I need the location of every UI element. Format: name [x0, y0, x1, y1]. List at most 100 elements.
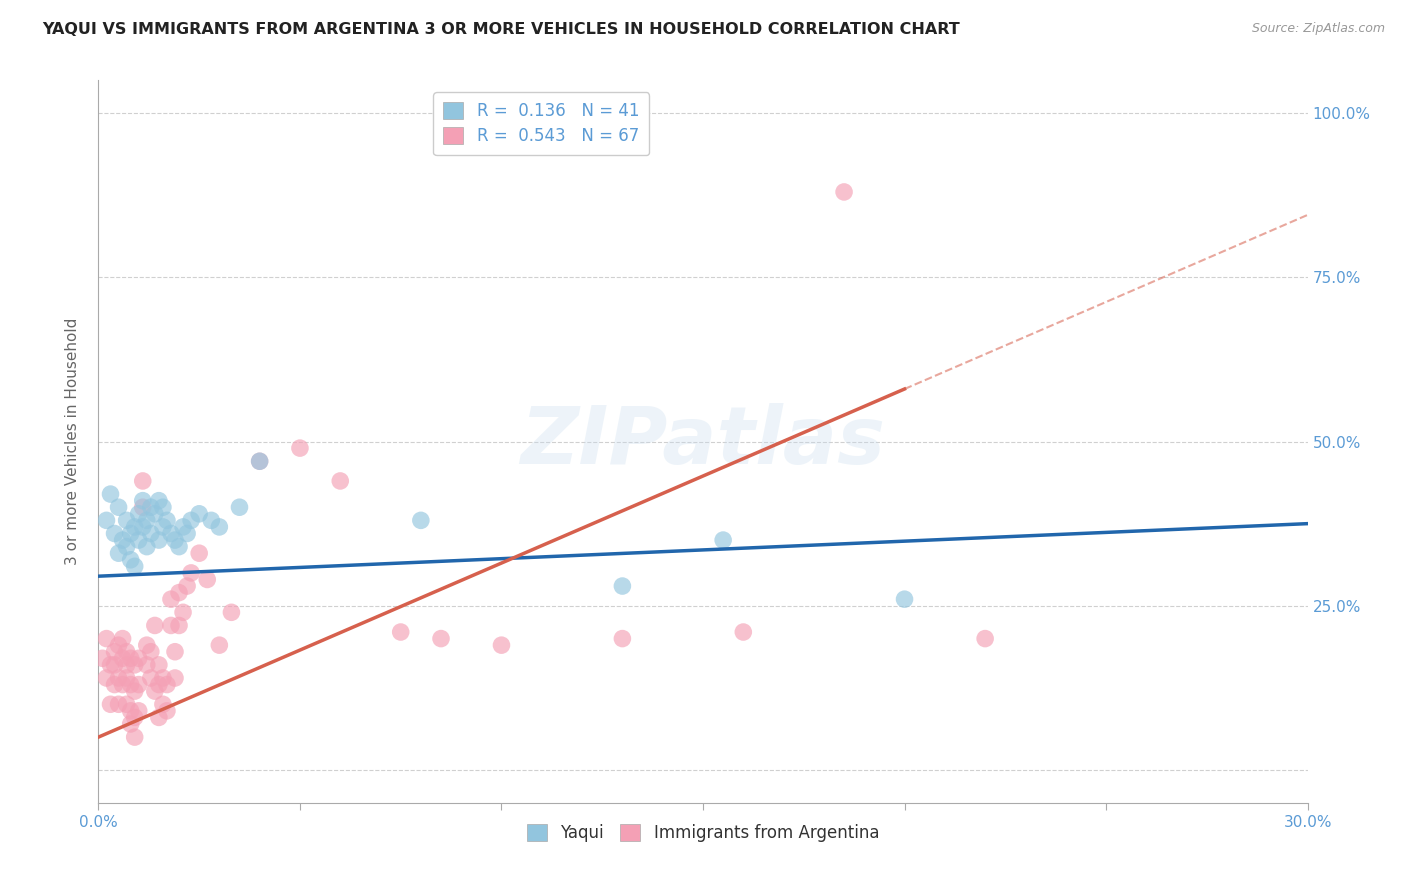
Point: [893, 592, 915, 607]
Text: ZIPatlas: ZIPatlas: [520, 402, 886, 481]
Point: [156, 704, 179, 718]
Point: [124, 730, 146, 744]
Point: [120, 553, 142, 567]
Point: [188, 507, 211, 521]
Point: [221, 605, 243, 619]
Point: [103, 677, 125, 691]
Point: [128, 507, 150, 521]
Point: [132, 493, 155, 508]
Point: [96, 513, 118, 527]
Point: [135, 638, 157, 652]
Point: [152, 671, 174, 685]
Point: [152, 500, 174, 515]
Point: [135, 513, 157, 527]
Point: [135, 657, 157, 672]
Point: [96, 632, 118, 646]
Point: [200, 513, 222, 527]
Point: [111, 651, 134, 665]
Point: [163, 645, 186, 659]
Point: [128, 651, 150, 665]
Point: [128, 533, 150, 547]
Point: [148, 533, 170, 547]
Point: [107, 638, 129, 652]
Point: [139, 645, 162, 659]
Point: [167, 585, 190, 599]
Point: [96, 671, 118, 685]
Point: [163, 533, 186, 547]
Point: [100, 487, 122, 501]
Point: [107, 698, 129, 712]
Point: [208, 638, 231, 652]
Point: [832, 185, 855, 199]
Point: [132, 500, 155, 515]
Point: [120, 717, 142, 731]
Point: [111, 533, 134, 547]
Point: [103, 657, 125, 672]
Point: [389, 625, 412, 640]
Point: [195, 573, 218, 587]
Point: [172, 520, 194, 534]
Point: [733, 625, 755, 640]
Text: YAQUI VS IMMIGRANTS FROM ARGENTINA 3 OR MORE VEHICLES IN HOUSEHOLD CORRELATION C: YAQUI VS IMMIGRANTS FROM ARGENTINA 3 OR …: [42, 22, 960, 37]
Point: [120, 526, 142, 541]
Point: [160, 618, 183, 632]
Point: [329, 474, 352, 488]
Point: [111, 677, 134, 691]
Point: [100, 698, 122, 712]
Point: [430, 632, 453, 646]
Point: [167, 540, 190, 554]
Point: [180, 566, 202, 580]
Point: [160, 592, 183, 607]
Point: [167, 618, 190, 632]
Point: [124, 559, 146, 574]
Point: [115, 671, 138, 685]
Point: [148, 657, 170, 672]
Point: [139, 500, 162, 515]
Point: [139, 671, 162, 685]
Point: [156, 513, 179, 527]
Point: [107, 546, 129, 560]
Point: [124, 710, 146, 724]
Point: [148, 710, 170, 724]
Y-axis label: 3 or more Vehicles in Household: 3 or more Vehicles in Household: [65, 318, 80, 566]
Point: [249, 454, 271, 468]
Point: [128, 677, 150, 691]
Point: [128, 704, 150, 718]
Point: [172, 605, 194, 619]
Point: [176, 526, 198, 541]
Point: [612, 632, 634, 646]
Point: [100, 657, 122, 672]
Point: [188, 546, 211, 560]
Point: [176, 579, 198, 593]
Point: [120, 704, 142, 718]
Point: [124, 657, 146, 672]
Point: [974, 632, 997, 646]
Point: [711, 533, 734, 547]
Point: [132, 474, 155, 488]
Point: [139, 526, 162, 541]
Point: [152, 520, 174, 534]
Point: [160, 526, 183, 541]
Point: [124, 684, 146, 698]
Point: [612, 579, 634, 593]
Point: [107, 500, 129, 515]
Point: [91, 651, 114, 665]
Point: [148, 493, 170, 508]
Point: [120, 677, 142, 691]
Point: [103, 645, 125, 659]
Point: [143, 684, 166, 698]
Text: Source: ZipAtlas.com: Source: ZipAtlas.com: [1251, 22, 1385, 36]
Point: [409, 513, 432, 527]
Point: [107, 671, 129, 685]
Point: [148, 677, 170, 691]
Point: [491, 638, 513, 652]
Point: [288, 441, 311, 455]
Point: [208, 520, 231, 534]
Point: [143, 507, 166, 521]
Point: [180, 513, 202, 527]
Point: [115, 513, 138, 527]
Point: [152, 698, 174, 712]
Point: [163, 671, 186, 685]
Point: [249, 454, 271, 468]
Legend: Yaqui, Immigrants from Argentina: Yaqui, Immigrants from Argentina: [520, 817, 886, 848]
